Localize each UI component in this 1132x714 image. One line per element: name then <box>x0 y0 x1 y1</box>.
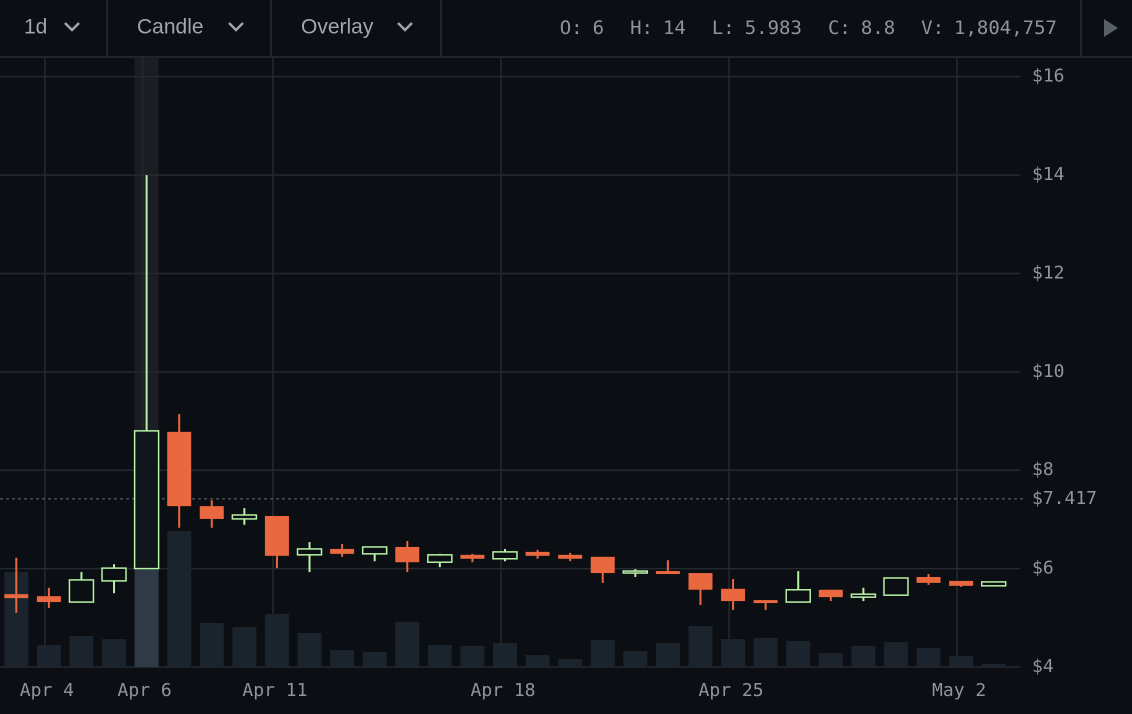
y-tick-label: $6 <box>1032 558 1054 579</box>
volume-bar <box>199 622 224 667</box>
readout-value: 6 <box>593 17 604 39</box>
chevron[interactable] <box>228 22 244 32</box>
y-tick-label: $10 <box>1032 361 1065 382</box>
candle-body <box>785 589 811 603</box>
volume-bar <box>460 645 485 667</box>
candle-body <box>558 554 583 559</box>
volume-bar <box>102 638 127 667</box>
overlay-button[interactable]: Overlay <box>301 16 374 39</box>
candle-body <box>361 546 388 555</box>
candle-body <box>133 430 160 570</box>
readout-label: L: <box>712 17 735 39</box>
x-tick-label: Apr 4 <box>20 680 74 701</box>
candle-body <box>101 567 127 582</box>
volume-bar <box>655 642 680 667</box>
readout-label: H: <box>630 17 653 39</box>
toolbar: 1d Candle Overlay O: 6 H: 14 L: 5.983 C: 8.8 V: 1… <box>0 0 1132 58</box>
candle-body <box>492 551 518 560</box>
candle-body <box>264 515 289 556</box>
x-tick-label: May 2 <box>932 680 986 701</box>
x-tick-label: Apr 6 <box>118 680 172 701</box>
volume-bar <box>134 569 159 667</box>
candle-body <box>818 589 843 598</box>
volume-bar <box>753 637 778 667</box>
volume-bar <box>851 645 876 667</box>
volume-bar <box>427 645 452 667</box>
candle-body <box>850 593 877 598</box>
y-tick-label: $14 <box>1032 164 1065 185</box>
candle-body <box>460 554 485 559</box>
readout-value: 14 <box>663 17 686 39</box>
candle-body <box>296 548 323 556</box>
candle-body <box>330 548 355 554</box>
candle-body <box>916 576 941 583</box>
volume-bar <box>264 613 289 667</box>
candle-body <box>655 571 680 575</box>
readout-value: 8.8 <box>861 17 895 39</box>
y-tick-label: $16 <box>1032 66 1065 87</box>
candle-body <box>753 600 778 604</box>
volume-bar <box>395 622 420 667</box>
candle-body <box>525 551 550 556</box>
volume-bar <box>297 632 322 667</box>
readout-value: 5.983 <box>745 17 802 39</box>
volume-bar <box>786 640 811 667</box>
y-tick-label: $8 <box>1032 459 1054 480</box>
candle-body <box>36 596 61 603</box>
readout-label: C: <box>828 17 851 39</box>
candle-body <box>395 546 420 563</box>
candle-body <box>949 580 974 586</box>
x-tick-label: Apr 11 <box>242 680 307 701</box>
volume-bar <box>590 640 615 667</box>
volume-bar <box>818 653 843 667</box>
candle-body <box>590 556 615 574</box>
volume-bar <box>981 663 1006 667</box>
volume-bar <box>167 531 192 667</box>
volume-bar <box>362 652 387 667</box>
volume-bar <box>916 648 941 667</box>
candle-body <box>883 577 909 596</box>
candle-body <box>721 588 746 602</box>
volume-bar <box>232 627 257 667</box>
readout-value: 1,804,757 <box>954 17 1057 39</box>
chart-type-button[interactable]: Candle <box>137 16 204 39</box>
candle-body <box>199 506 224 519</box>
candle-body <box>68 579 95 603</box>
x-tick-label: Apr 25 <box>699 680 764 701</box>
y-tick-label: $4 <box>1032 656 1054 677</box>
volume-bar <box>883 642 908 667</box>
readout-label: V: <box>921 17 944 39</box>
chevron[interactable] <box>64 22 80 32</box>
x-tick-label: Apr 18 <box>470 680 535 701</box>
volume-bar <box>721 638 746 667</box>
candle-body <box>622 570 649 574</box>
candle-body <box>688 573 713 590</box>
volume-bar <box>623 650 648 667</box>
volume-bar <box>330 650 355 667</box>
volume-bar <box>36 645 61 667</box>
volume-bar <box>69 635 94 667</box>
candle-body <box>427 554 453 563</box>
readout-label: O: <box>560 17 583 39</box>
y-tick-label: $12 <box>1032 262 1065 283</box>
candle-body <box>167 431 192 507</box>
volume-bar <box>949 655 974 667</box>
play-button[interactable] <box>1104 19 1118 37</box>
volume-bar <box>493 642 517 667</box>
volume-bar <box>525 655 550 667</box>
price-line-label: $7.417 <box>1032 488 1097 509</box>
candle-body <box>4 594 29 599</box>
volume-bar <box>688 625 713 667</box>
volume-bar <box>558 658 583 667</box>
candle-body <box>231 514 258 520</box>
chevron[interactable] <box>397 22 413 32</box>
candle-body <box>980 581 1007 587</box>
interval-button[interactable]: 1d <box>24 16 47 39</box>
ohlcv-readout: O: 6 H: 14 L: 5.983 C: 8.8 V: 1,804,757 <box>560 17 1057 39</box>
